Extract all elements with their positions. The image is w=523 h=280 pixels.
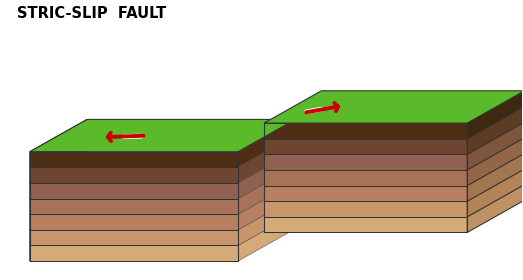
Polygon shape [238,154,264,199]
Polygon shape [238,198,295,246]
Polygon shape [467,169,523,217]
Polygon shape [30,120,87,167]
Polygon shape [467,122,523,170]
Polygon shape [238,135,295,183]
Polygon shape [238,166,295,214]
Polygon shape [264,200,523,232]
Polygon shape [238,123,264,167]
Polygon shape [30,213,87,261]
Polygon shape [238,213,295,261]
Polygon shape [264,217,467,232]
Polygon shape [30,120,295,152]
Polygon shape [264,139,467,154]
Polygon shape [264,201,467,217]
Polygon shape [30,230,238,246]
Polygon shape [238,170,264,214]
Polygon shape [30,182,87,230]
Polygon shape [30,167,238,183]
Polygon shape [238,120,295,167]
Polygon shape [30,135,87,183]
Polygon shape [30,214,238,230]
Polygon shape [467,138,523,186]
Polygon shape [264,91,523,123]
Polygon shape [238,186,264,230]
Polygon shape [238,151,295,199]
Polygon shape [238,139,264,183]
Polygon shape [264,154,467,170]
Polygon shape [467,91,523,139]
Polygon shape [467,185,523,232]
Polygon shape [30,183,238,199]
Polygon shape [467,106,523,154]
Polygon shape [467,153,523,201]
Polygon shape [238,123,264,261]
Polygon shape [264,123,467,139]
Polygon shape [30,152,238,167]
Polygon shape [264,170,467,186]
Polygon shape [30,246,238,261]
Polygon shape [30,199,238,214]
Polygon shape [264,186,467,201]
Polygon shape [238,201,264,246]
Polygon shape [30,166,87,214]
Polygon shape [238,217,264,261]
Polygon shape [30,198,87,246]
Text: STRIC-SLIP  FAULT: STRIC-SLIP FAULT [17,6,166,21]
Polygon shape [238,182,295,230]
Polygon shape [30,151,87,199]
